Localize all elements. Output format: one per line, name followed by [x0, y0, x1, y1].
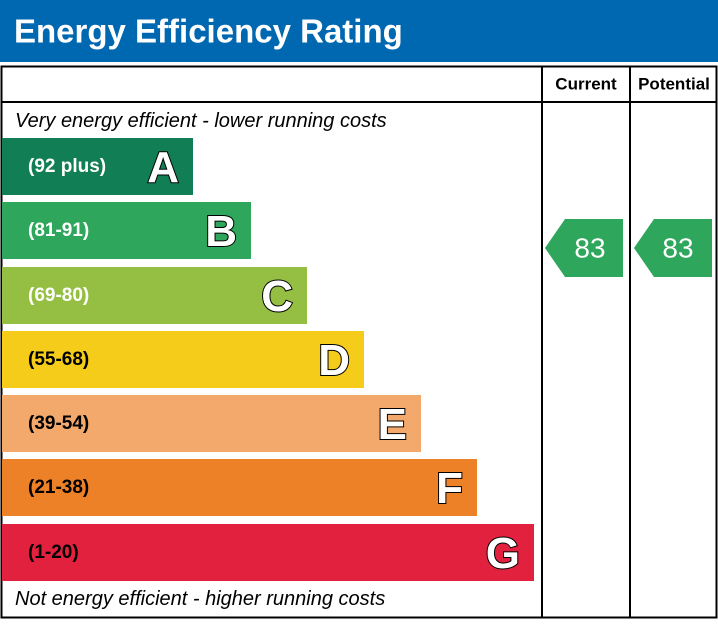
potential-rating: 83 [662, 233, 693, 264]
title: Energy Efficiency Rating [14, 13, 403, 50]
band-letter: C [261, 272, 293, 321]
frame [0, 65, 718, 619]
band-bar [2, 202, 251, 259]
band-bar [2, 395, 421, 452]
column-header: Potential [638, 75, 710, 94]
band-letter: D [318, 336, 350, 385]
header-bar [0, 0, 718, 62]
band-range: (92 plus) [28, 156, 106, 177]
potential-arrow [634, 219, 712, 277]
band-range: (1-20) [28, 542, 79, 563]
band-range: (81-91) [28, 220, 89, 241]
band-letter: E [378, 400, 407, 449]
band-range: (69-80) [28, 285, 89, 306]
current-rating: 83 [574, 233, 605, 264]
band-range: (55-68) [28, 349, 89, 370]
band-bar [2, 459, 477, 516]
band-letter: B [205, 207, 237, 256]
band-letter: F [436, 464, 463, 513]
bottom-note: Not energy efficient - higher running co… [15, 588, 385, 610]
band-letter: A [147, 143, 179, 192]
band-range: (39-54) [28, 413, 89, 434]
band-bar [2, 331, 364, 388]
band-range: (21-38) [28, 477, 89, 498]
current-arrow [545, 219, 623, 277]
column-header: Current [555, 75, 617, 94]
band-bar [2, 138, 193, 195]
band-letter: G [486, 529, 520, 578]
band-bar [2, 267, 307, 324]
band-bar [2, 524, 534, 581]
top-note: Very energy efficient - lower running co… [15, 110, 387, 132]
